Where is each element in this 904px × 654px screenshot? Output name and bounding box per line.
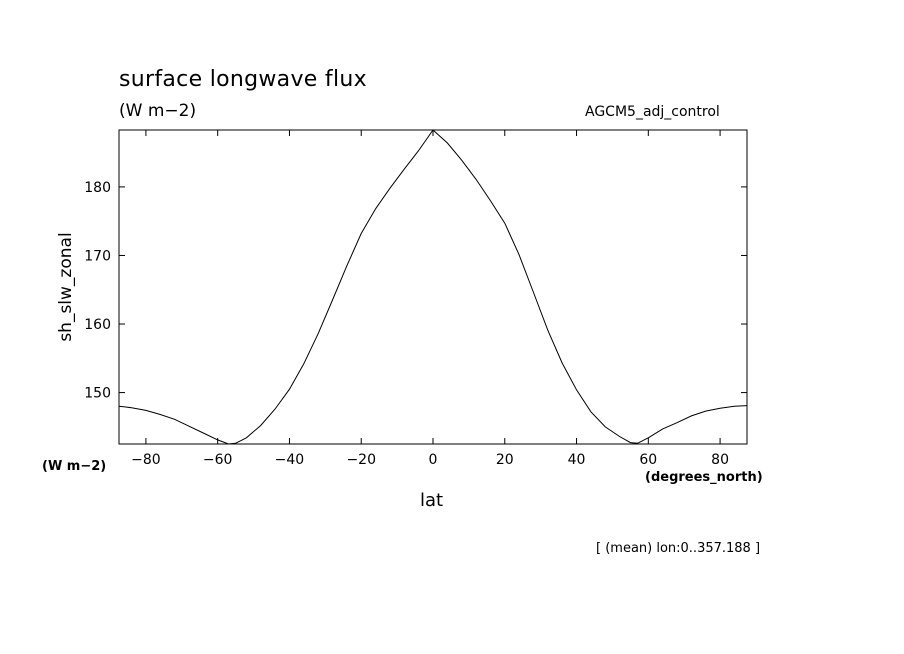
averaging-note: [ (mean) lon:0..357.188 ] bbox=[596, 541, 761, 556]
x-tick-label: −80 bbox=[131, 452, 161, 468]
x-tick-label: −40 bbox=[275, 452, 305, 468]
y-tick-label: 180 bbox=[84, 180, 111, 196]
x-tick-label: 80 bbox=[711, 452, 729, 468]
x-tick-label: 20 bbox=[496, 452, 514, 468]
dataset-label: AGCM5_adj_control bbox=[585, 104, 720, 120]
x-tick-label: 60 bbox=[639, 452, 657, 468]
x-axis-units: (degrees_north) bbox=[645, 470, 763, 485]
y-tick-label: 160 bbox=[84, 317, 111, 333]
x-axis-label: lat bbox=[420, 490, 444, 511]
y-tick-label: 170 bbox=[84, 248, 111, 264]
series-line bbox=[118, 129, 748, 445]
x-tick-label: 40 bbox=[568, 452, 586, 468]
series-layer bbox=[118, 129, 748, 445]
plot-frame bbox=[118, 129, 748, 445]
y-axis-units: (W m−2) bbox=[42, 459, 107, 474]
x-tick-label: −60 bbox=[203, 452, 233, 468]
y-tick-label: 150 bbox=[84, 386, 111, 402]
axis-ticks: −80 −60 −40 −20 0 20 40 60 80 150 160 170 180 bbox=[84, 130, 747, 468]
chart-units: (W m−2) bbox=[119, 101, 197, 121]
chart-title: surface longwave flux bbox=[119, 67, 367, 92]
x-tick-label: 0 bbox=[429, 452, 438, 468]
x-tick-label: −20 bbox=[346, 452, 376, 468]
